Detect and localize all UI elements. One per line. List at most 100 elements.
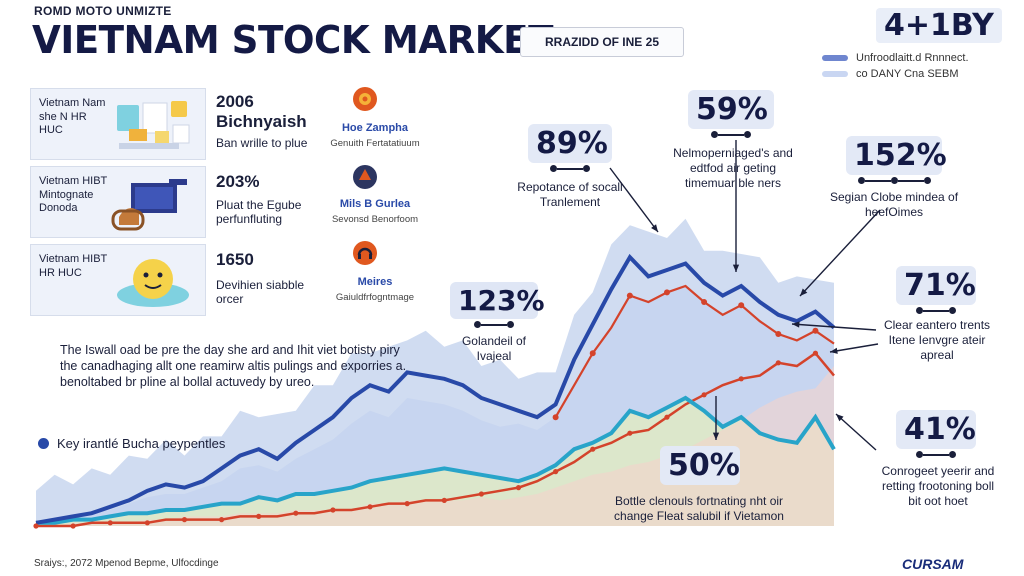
- callout-value: 71%: [896, 266, 976, 305]
- callout-text-5: Conrogeet yeerir and retting frootoning …: [881, 464, 995, 508]
- series-line-teal: [36, 395, 836, 525]
- row-value-2: 203%: [216, 172, 260, 191]
- page-title: VIETNAM STOCK MARKET: [32, 18, 554, 62]
- info-card-3: Vietnam HIBT HR HUC: [30, 244, 206, 316]
- data-point: [293, 510, 299, 516]
- date-badge: RRAZIDD OF INE 25: [520, 27, 684, 57]
- row-value-1: 2006 Bichnyaish: [216, 92, 307, 131]
- data-point: [589, 350, 596, 357]
- callout-connector: [688, 131, 774, 138]
- callout-1: 89%: [528, 124, 612, 172]
- callout-7: 123%: [450, 282, 545, 328]
- legend-item-2: co DANY Cna SEBM: [822, 68, 959, 80]
- row-value-3: 1650: [216, 250, 254, 269]
- callout-value: 152%: [846, 136, 947, 175]
- arrowhead: [836, 414, 844, 422]
- row-desc-3: Devihien siabble orcer: [216, 278, 305, 306]
- callout-text-1: Repotance of socall Tranlement: [517, 180, 623, 209]
- callout-6: 50%: [660, 446, 740, 485]
- data-point: [701, 299, 708, 305]
- row-name-3: Meires: [357, 276, 393, 288]
- leader-line: [829, 343, 879, 353]
- data-point: [812, 350, 819, 356]
- leader-line: [609, 167, 659, 233]
- card-label: Vietnam HIBT HR HUC: [39, 253, 108, 279]
- face-illustration: [117, 259, 189, 307]
- pink-area: [36, 366, 834, 526]
- data-point: [627, 430, 633, 436]
- key-legend: Key irantlé Bucha peypentles: [38, 436, 225, 451]
- callout-text-7: Golandeil of Ivajeal: [461, 334, 527, 363]
- source-note: Sraiys:, 2072 Mpenod Bepme, Ulfocdinge: [34, 558, 219, 569]
- data-point: [404, 501, 410, 507]
- data-point: [478, 491, 484, 497]
- data-point: [218, 517, 225, 523]
- series-line-peak-red: [554, 284, 835, 418]
- data-point: [552, 414, 559, 421]
- key-dot: [38, 438, 49, 449]
- callout-connector: [846, 177, 942, 184]
- legend-item-1: Unfroodlaitt.d Rnnnect.: [822, 52, 969, 64]
- data-point: [664, 414, 670, 420]
- data-point: [181, 517, 188, 523]
- callout-value: 50%: [660, 446, 740, 485]
- data-point: [33, 523, 39, 529]
- callout-connector: [450, 321, 538, 328]
- documents-illustration: [117, 101, 190, 149]
- callout-value: 59%: [688, 90, 774, 129]
- callout-3: 152%: [846, 136, 947, 184]
- row-sub-1: Genuith Fertatatiuum: [330, 138, 420, 149]
- arrowhead: [651, 224, 658, 232]
- data-point: [144, 520, 150, 526]
- data-point: [330, 507, 336, 513]
- data-point: [70, 523, 76, 529]
- arrowhead: [732, 264, 740, 272]
- callout-2: 59%: [688, 90, 774, 138]
- data-point: [441, 497, 447, 503]
- info-card-1: Vietnam Nam she N HR HUC: [30, 88, 206, 160]
- legend-label: Unfroodlaitt.d Rnnnect.: [856, 52, 969, 64]
- data-point: [775, 360, 781, 366]
- arrowhead: [712, 432, 720, 440]
- row-name-1: Hoe Zampha: [341, 122, 408, 134]
- description-paragraph: The Iswall oad be pre the day she ard an…: [60, 343, 407, 389]
- data-point: [590, 446, 596, 452]
- data-point: [553, 469, 559, 475]
- data-point: [256, 513, 262, 520]
- legend-swatch: [822, 71, 848, 77]
- arrowhead: [830, 347, 838, 354]
- data-point: [367, 504, 373, 510]
- info-card-2: Vietnam HIBT Mintognate Donoda: [30, 166, 206, 238]
- callout-4: 71%: [896, 266, 976, 314]
- row-desc-2: Pluat the Egube perfunfluting: [216, 198, 302, 226]
- data-point: [738, 302, 745, 309]
- data-point: [812, 327, 819, 334]
- data-point: [663, 289, 670, 296]
- row-sub-3: Gaiuldfrfogntmage: [335, 292, 415, 303]
- callout-value: 41%: [896, 410, 976, 449]
- leader-line: [799, 209, 881, 297]
- row-desc-1: Ban wrille to plue: [216, 136, 308, 150]
- callout-text-4: Clear eantero trents Itene Ienvgre ateir…: [883, 318, 991, 362]
- callout-connector: [896, 451, 976, 458]
- card-label: Vietnam Nam she N HR HUC: [39, 97, 106, 136]
- callout-text-2: Nelmoperniaged's and edtfod air geting t…: [673, 146, 793, 190]
- top-stat: 4+1BY: [876, 8, 1002, 43]
- series-line-navy: [35, 253, 836, 525]
- legend-label: co DANY Cna SEBM: [856, 68, 959, 80]
- headset-icon: [353, 241, 377, 265]
- row-name-2: Mils B Gurlea: [339, 198, 411, 210]
- brand-logo: CURSAM: [902, 556, 964, 572]
- callout-value: 89%: [528, 124, 612, 163]
- callout-value: 123%: [450, 282, 545, 319]
- arrowhead: [792, 321, 800, 328]
- eyebrow-text: ROMD MOTO UNMIZTE: [34, 4, 172, 18]
- key-label: Key irantlé Bucha peypentles: [57, 436, 226, 451]
- series-line-red: [36, 351, 835, 528]
- callout-5: 41%: [896, 410, 976, 458]
- callout-text-6: Bottle clenouls fortnating nht oir chang…: [614, 494, 784, 523]
- data-point: [107, 520, 113, 526]
- callout-text-3: Segian Clobe mindea of heefOimes: [829, 190, 959, 219]
- data-point: [701, 392, 707, 398]
